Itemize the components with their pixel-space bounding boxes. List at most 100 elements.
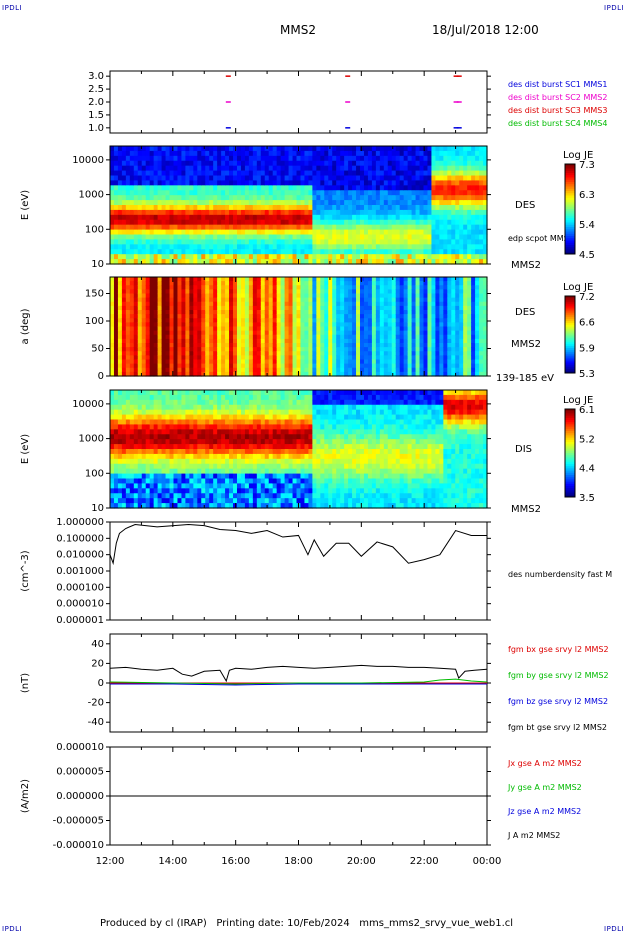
current-ytick: 0.000010 [56,742,104,753]
des-pitch-colorbar-title: Log JE [563,282,593,293]
density-ytick: 0.000001 [56,615,104,626]
des-energy-colorbar-tick: 5.4 [579,220,595,231]
dis-energy-colorbar-tick: 3.5 [579,493,595,504]
density-ytick: 1.000000 [56,517,104,528]
plot-canvas: 3.0 2.5 2.0 1.5 1.0 des dist burst SC1 MMS1 de… [20,70,612,867]
bfield-ytick: -20 [88,698,104,709]
bfield-line [110,683,487,686]
time-tick-label: 18:00 [284,856,313,867]
bfield-line [109,664,488,683]
current-ytick: -0.000010 [53,840,104,851]
current-ytick: -0.000005 [53,816,104,827]
des-pitch-colorbar-tick: 6.6 [579,318,595,329]
burst-legend-entry: des dist burst SC4 MMS4 [508,119,607,128]
bfield-ylabel: (nT) [20,673,31,693]
corner-mark-bl: IPDLI [2,925,23,933]
burst-legend-entry: des dist burst SC2 MMS2 [508,93,607,102]
footer-produced: Produced by cl (IRAP) [100,918,207,929]
des-pitch-colorbar-tick: 5.9 [579,343,595,354]
density-ytick: 0.000010 [56,599,104,610]
time-tick-label: 12:00 [96,856,125,867]
density-ylabel: (cm^-3) [20,550,31,591]
dis-energy-colorbar-title: Log JE [563,395,593,406]
dis-energy-label: DIS [515,444,532,455]
burst-ytick: 2.5 [88,84,104,95]
time-tick-label: 20:00 [347,856,376,867]
dis-energy-colorbar-tick: 4.4 [579,464,595,475]
bfield-ytick: 20 [91,658,104,669]
density-ytick: 0.100000 [56,533,104,544]
burst-ytick: 1.5 [88,110,104,121]
corner-mark-tr: IPDLI [604,4,625,12]
bfield-legend-entry: fgm by gse srvy l2 MMS2 [508,671,609,680]
corner-mark-br: IPDLI [604,925,625,933]
bfield-legend-entry: fgm bt gse srvy l2 MMS2 [508,723,607,732]
des-pitch-ytick: 0 [98,371,104,382]
current-ylabel: (A/m2) [20,779,31,813]
current-legend-entry: Jx gse A m2 MMS2 [507,759,582,768]
dis-energy-ytick: 100 [85,468,104,479]
burst-legend-entry: des dist burst SC3 MMS3 [508,106,607,115]
burst-ytick: 2.0 [88,97,104,108]
des-pitch-ylabel: a (deg) [20,308,31,344]
bfield-line [109,678,488,685]
corner-mark-tl: IPDLI [2,4,23,12]
des-pitch-ytick: 50 [91,344,104,355]
current-legend-entry: Jz gse A m2 MMS2 [507,807,581,816]
edp-scpot-label: edp scpot MMS2 [508,234,574,243]
time-tick-label: 16:00 [221,856,250,867]
dis-energy-colorbar-tick: 5.2 [579,434,595,445]
des-pitch-colorbar-tick: 7.2 [579,292,595,303]
des-pitch-energy-label: 139-185 eV [496,373,554,384]
time-tick-label: 14:00 [158,856,187,867]
burst-ytick: 3.0 [88,71,104,82]
des-energy-colorbar-title: Log JE [563,150,593,161]
density-ytick: 0.001000 [56,566,104,577]
current-legend-entry: Jy gse A m2 MMS2 [507,783,582,792]
density-panel-frame [109,521,488,621]
des-pitch-heatmap [110,277,488,377]
bfield-legend-entry: fgm bx gse srvy l2 MMS2 [508,645,609,654]
dis-energy-heatmap [110,390,488,509]
des-energy-colorbar [564,163,576,255]
dis-energy-colorbar [564,408,576,498]
footer-printing: Printing date: 10/Feb/2024 [216,918,350,929]
des-pitch-colorbar-tick: 5.3 [579,369,595,380]
des-pitch-sc-label: MMS2 [511,339,541,350]
dis-energy-ytick: 1000 [79,434,104,445]
des-energy-ytick: 1000 [79,190,104,201]
des-pitch-label: DES [515,307,535,318]
density-ytick: 0.000100 [56,582,104,593]
des-energy-ytick: 10000 [72,155,104,166]
burst-legend-entry: des dist burst SC1 MMS1 [508,80,607,89]
time-tick-label: 00:00 [473,856,502,867]
des-energy-ylabel: E (eV) [20,190,31,220]
current-legend-entry: J A m2 MMS2 [507,831,560,840]
current-ytick: 0.000000 [56,791,104,802]
dis-energy-sc-label: MMS2 [511,504,541,515]
des-energy-colorbar-tick: 6.3 [579,190,595,201]
bfield-legend-entry: fgm bz gse srvy l2 MMS2 [508,697,608,706]
dis-energy-ytick: 10 [91,503,104,514]
des-pitch-ytick: 100 [85,316,104,327]
dis-energy-colorbar-tick: 6.1 [579,405,595,416]
burst-ytick: 1.0 [88,123,104,134]
burst-panel-frame [109,70,488,134]
bfield-ytick: 0 [98,678,104,689]
bfield-ytick: 40 [91,639,104,650]
bfield-ytick: -40 [88,717,104,728]
des-energy-ytick: 10 [91,259,104,270]
des-energy-sc-label: MMS2 [511,260,541,271]
density-ytick: 0.010000 [56,550,104,561]
des-energy-colorbar-tick: 4.5 [579,250,595,261]
des-energy-colorbar-tick: 7.3 [579,160,595,171]
figure-datetime: 18/Jul/2018 12:00 [432,23,539,37]
dis-energy-ytick: 10000 [72,399,104,410]
density-legend-entry: des numberdensity fast M [508,570,612,579]
time-tick-label: 22:00 [410,856,439,867]
des-pitch-colorbar [564,295,576,374]
dis-energy-ylabel: E (eV) [20,434,31,464]
current-ytick: 0.000005 [56,767,104,778]
figure-title: MMS2 [280,23,316,37]
